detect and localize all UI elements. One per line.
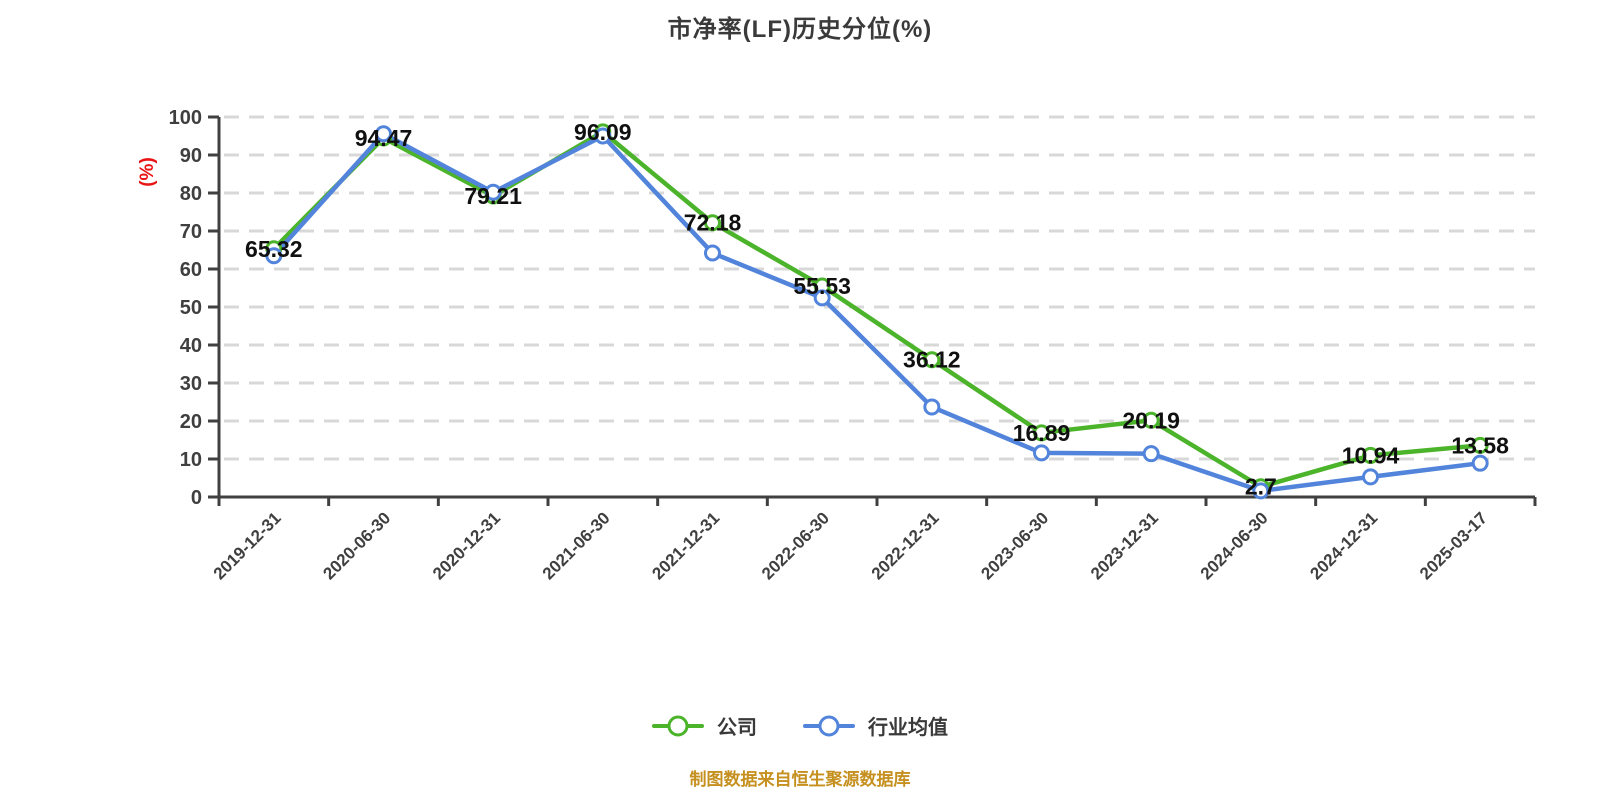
x-axis-tick-label: 2023-06-30 <box>977 508 1052 583</box>
data-point-label: 20.19 <box>1122 407 1180 433</box>
y-axis-tick-label: 50 <box>180 297 202 319</box>
data-point-label: 72.18 <box>684 210 742 236</box>
y-axis-tick-label: 30 <box>180 373 202 395</box>
x-axis-tick-label: 2024-12-31 <box>1306 508 1381 583</box>
x-axis-tick-label: 2023-12-31 <box>1087 508 1162 583</box>
y-axis-tick-label: 60 <box>180 259 202 281</box>
x-axis-tick-label: 2021-12-31 <box>648 508 723 583</box>
legend-marker-industry-icon <box>803 715 855 736</box>
y-axis-tick-label: 70 <box>180 221 202 243</box>
legend-label-company: 公司 <box>717 717 757 739</box>
data-point-marker[interactable] <box>1142 411 1160 429</box>
x-axis-tick-label: 2021-06-30 <box>539 508 614 583</box>
y-axis-tick-label: 90 <box>180 145 202 167</box>
legend-dot-industry-icon <box>818 715 840 736</box>
data-point-label: 10.94 <box>1342 442 1400 468</box>
data-point-label: 16.89 <box>1013 420 1071 446</box>
data-point-marker[interactable] <box>1362 446 1379 464</box>
data-point-marker[interactable] <box>1142 445 1160 463</box>
data-point-marker[interactable] <box>375 125 392 143</box>
data-point-marker[interactable] <box>923 351 941 369</box>
data-point-marker[interactable] <box>1471 454 1489 472</box>
legend-item-company[interactable]: 公司 <box>652 711 757 740</box>
data-point-label: 13.58 <box>1451 432 1509 458</box>
data-point-marker[interactable] <box>1471 436 1489 454</box>
legend-marker-company-icon <box>652 715 704 736</box>
data-point-label: 2.7 <box>1245 474 1277 500</box>
y-axis-tick-label: 20 <box>180 411 202 433</box>
x-axis-tick-label: 2022-06-30 <box>758 508 833 583</box>
data-point-label: 55.53 <box>793 273 851 299</box>
data-point-marker[interactable] <box>923 398 941 416</box>
x-axis-tick-label: 2020-12-31 <box>429 508 504 583</box>
data-point-label: 36.12 <box>903 347 961 373</box>
data-point-marker[interactable] <box>1033 424 1050 442</box>
legend-label-industry-average: 行业均值 <box>868 717 948 739</box>
data-source-note: 制图数据来自恒生聚源数据库 <box>689 770 911 789</box>
legend-dot-company-icon <box>667 715 689 736</box>
legend-item-industry-average[interactable]: 行业均值 <box>803 711 948 740</box>
data-point-label: 79.21 <box>464 183 522 209</box>
y-axis-tick-label: 80 <box>180 183 202 205</box>
y-axis-tick-label: 40 <box>180 335 202 357</box>
data-point-label: 65.32 <box>245 236 303 262</box>
series-line-公司 <box>271 129 1483 489</box>
data-point-marker[interactable] <box>1033 444 1050 462</box>
y-axis-tick-label: 10 <box>180 449 202 471</box>
series-line-行业均值 <box>271 131 1483 494</box>
data-point-label: 96.09 <box>574 119 632 145</box>
x-axis-tick-label: 2024-06-30 <box>1197 508 1272 583</box>
x-axis-tick-label: 2020-06-30 <box>319 508 394 583</box>
y-axis-unit-label: (%) <box>137 157 158 187</box>
data-point-marker[interactable] <box>813 289 831 307</box>
data-point-marker[interactable] <box>594 127 612 145</box>
data-point-marker[interactable] <box>704 244 721 262</box>
data-point-marker[interactable] <box>704 214 721 232</box>
x-axis-tick-label: 2019-12-31 <box>210 508 285 583</box>
data-point-marker[interactable] <box>484 183 502 201</box>
chart-title: 市净率(LF)历史分位(%) <box>667 16 933 43</box>
legend: 公司 行业均值 <box>0 711 1600 740</box>
x-axis-tick-label: 2025-03-17 <box>1416 508 1491 583</box>
x-axis-tick-label: 2022-12-31 <box>868 508 943 583</box>
data-point-label: 94.47 <box>355 125 413 151</box>
y-axis-tick-label: 100 <box>169 107 202 129</box>
y-axis-tick-label: 0 <box>191 487 202 509</box>
data-point-marker[interactable] <box>1362 468 1379 486</box>
data-point-marker[interactable] <box>1252 482 1270 500</box>
data-point-marker[interactable] <box>265 247 283 265</box>
